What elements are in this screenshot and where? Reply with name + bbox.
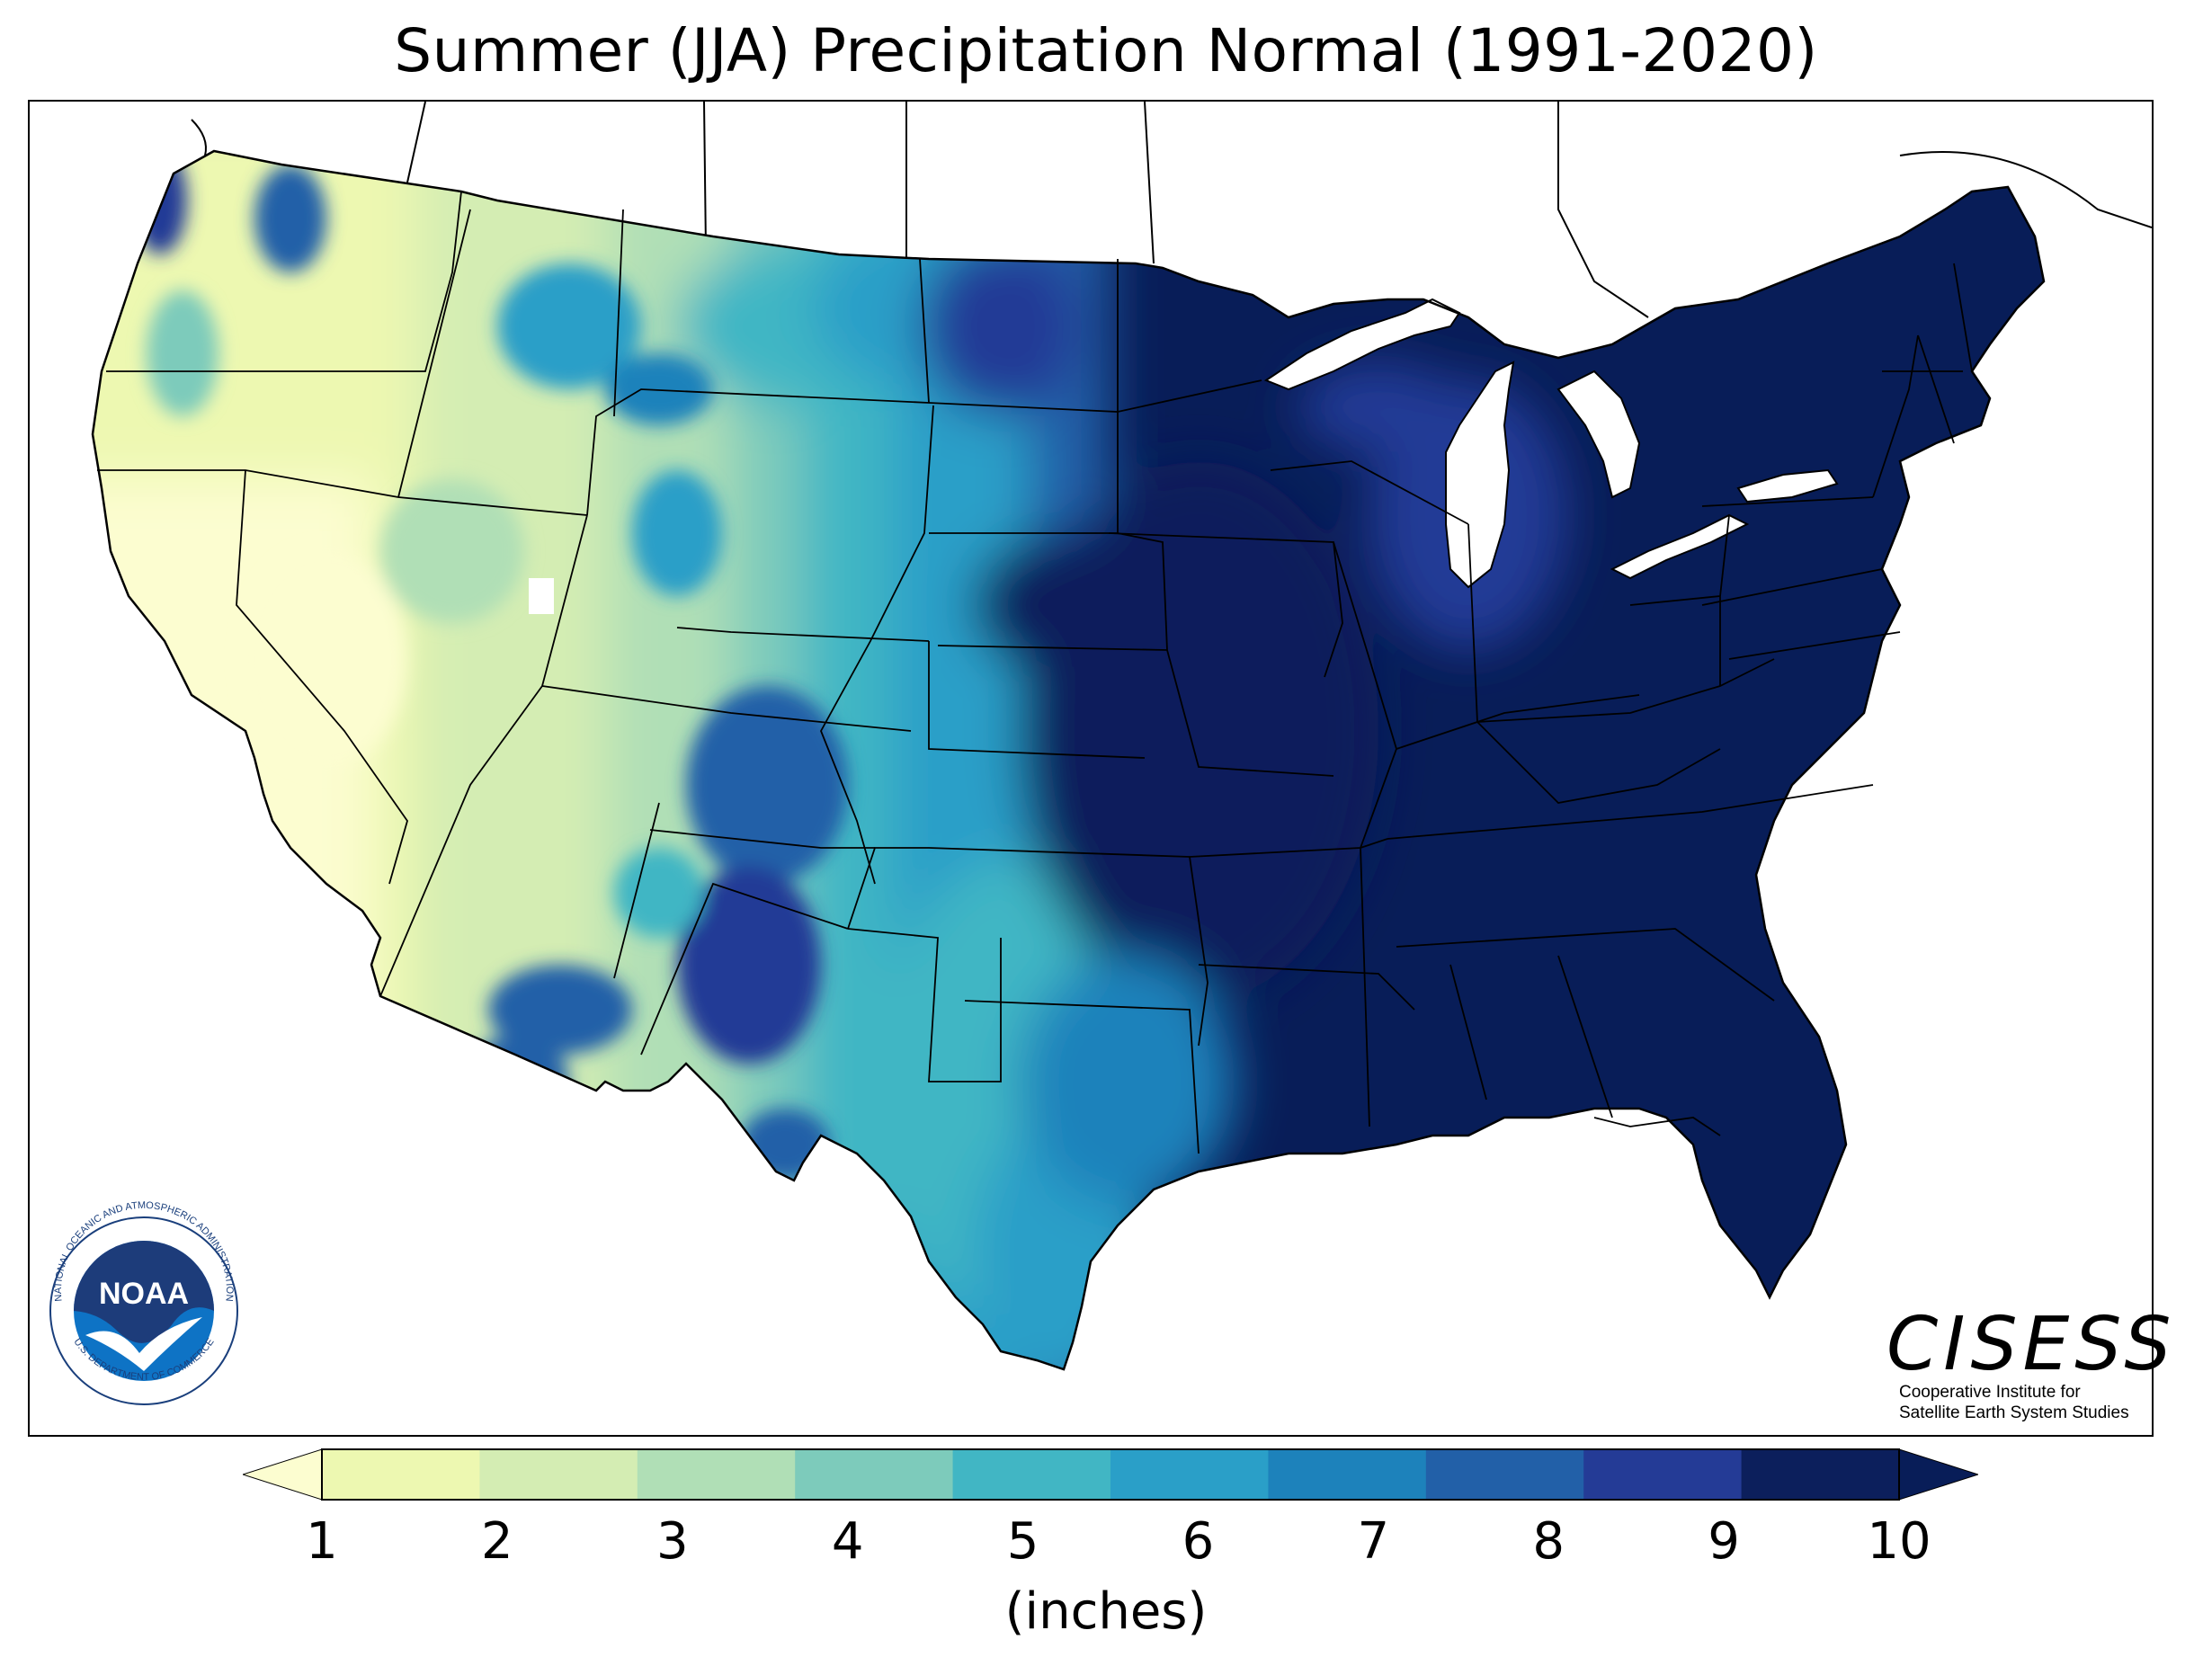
colorbar-tick-label: 4 (831, 1512, 864, 1571)
noaa-dark-arc (74, 1241, 214, 1343)
colorbar-swatch (795, 1449, 954, 1500)
border-lines (191, 102, 2152, 318)
canada-province-line-5 (1557, 102, 1649, 318)
colorbar-tick-label: 5 (1006, 1512, 1039, 1571)
cisess-wordmark: CISESS (1886, 1302, 2177, 1387)
mountain-highlights (133, 151, 848, 1180)
colorbar-swatch (1268, 1449, 1427, 1500)
colorbar (243, 1448, 1978, 1501)
colorbar-swatch (952, 1449, 1111, 1500)
canada-province-line-2 (703, 102, 707, 251)
colorbar-swatch (1425, 1449, 1584, 1500)
cisess-subtitle-1: Cooperative Institute for (1899, 1383, 2081, 1402)
colorbar-tick-label: 1 (306, 1512, 338, 1571)
canada-province-line-4 (1144, 102, 1155, 264)
colorbar-tick-label: 2 (481, 1512, 513, 1571)
great-salt-lake (529, 578, 554, 614)
vancouver-island-line (191, 119, 207, 156)
lake-huron (1556, 370, 1641, 499)
colorbar-tick-label: 9 (1708, 1512, 1740, 1571)
colorbar-extend-high (1898, 1448, 1978, 1501)
lake-ontario (1736, 468, 1839, 503)
great-lakes (1263, 298, 1839, 589)
cisess-subtitle-2: Satellite Earth System Studies (1899, 1403, 2129, 1422)
canada-province-line-1 (406, 102, 426, 183)
noaa-wordmark: NOAA (99, 1277, 189, 1311)
colorbar-tick-label: 10 (1867, 1512, 1931, 1571)
map-frame (28, 100, 2154, 1437)
precipitation-map (91, 102, 2152, 1371)
canada-coast-line (1899, 151, 2152, 228)
state-borders (97, 191, 1973, 1154)
colorbar-frame (321, 1448, 1900, 1501)
cisess-logo: CISESS Cooperative Institute for Satelli… (1886, 1302, 2177, 1423)
colorbar-swatch (1110, 1449, 1269, 1500)
colorbar-swatch (637, 1449, 796, 1500)
noaa-bird-icon (85, 1317, 202, 1371)
map-title: Summer (JJA) Precipitation Normal (1991-… (394, 16, 1818, 85)
lake-superior (1263, 298, 1461, 391)
colorbar-tick-label: 8 (1532, 1512, 1565, 1571)
noaa-logo: NOAA NATIONAL OCEANIC AND ATMOSPHERIC AD… (49, 1200, 238, 1405)
colorbar-extend-low (243, 1448, 323, 1501)
lake-michigan (1445, 361, 1515, 589)
colorbar-tick-label: 6 (1182, 1512, 1215, 1571)
colorbar-tick-label: 3 (656, 1512, 689, 1571)
colorbar-label: (inches) (1004, 1582, 1208, 1641)
colorbar-tick-label: 7 (1357, 1512, 1390, 1571)
colorbar-swatch (1741, 1449, 1900, 1500)
lake-erie (1610, 513, 1750, 580)
colorbar-swatch (1583, 1449, 1743, 1500)
colorbar-swatch (479, 1449, 638, 1500)
colorbar-swatch (322, 1449, 480, 1500)
precip-fill-layer (93, 151, 2044, 1369)
